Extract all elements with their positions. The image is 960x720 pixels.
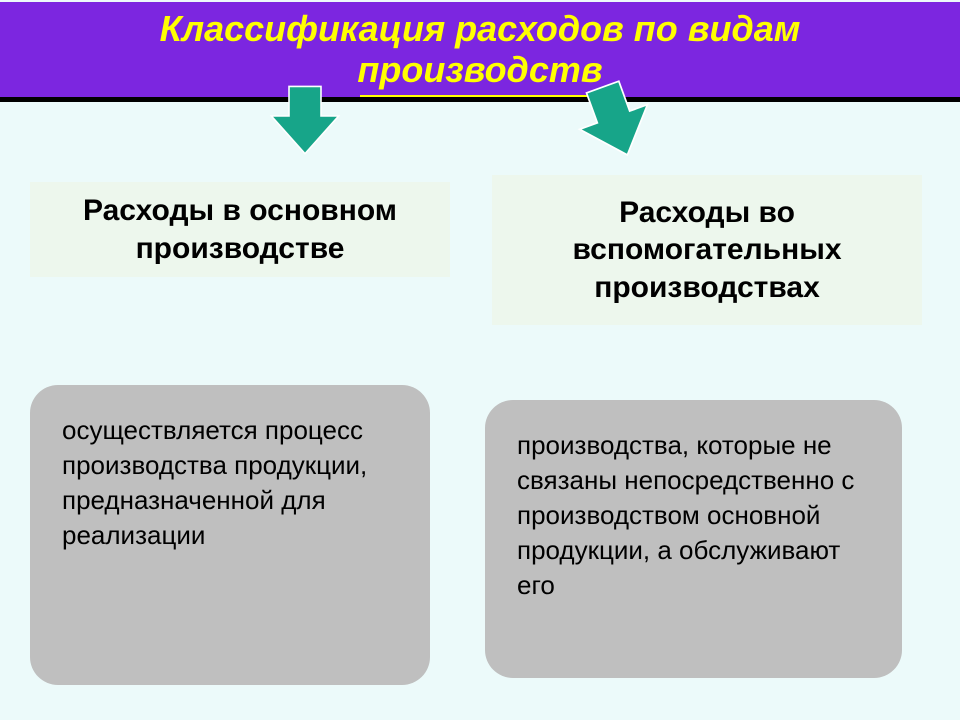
slide-title-text: Классификация расходов по видам производ… [160,8,801,90]
slide-title: Классификация расходов по видам производ… [0,2,960,102]
category-right-text: Расходы во вспомогательных производствах [500,194,914,307]
category-right: Расходы во вспомогательных производствах [492,175,922,325]
description-right: производства, которые не связаны непосре… [485,400,902,678]
arrow-down-icon [265,80,345,160]
category-left-text: Расходы в основном производстве [38,192,442,267]
slide-canvas: Классификация расходов по видам производ… [0,0,960,720]
description-left: осуществляется процесс производства прод… [30,385,430,685]
down-arrow-left [265,80,345,160]
description-right-text: производства, которые не связаны непосре… [517,430,854,600]
category-left: Расходы в основном производстве [30,182,450,277]
description-left-text: осуществляется процесс производства прод… [62,415,367,550]
